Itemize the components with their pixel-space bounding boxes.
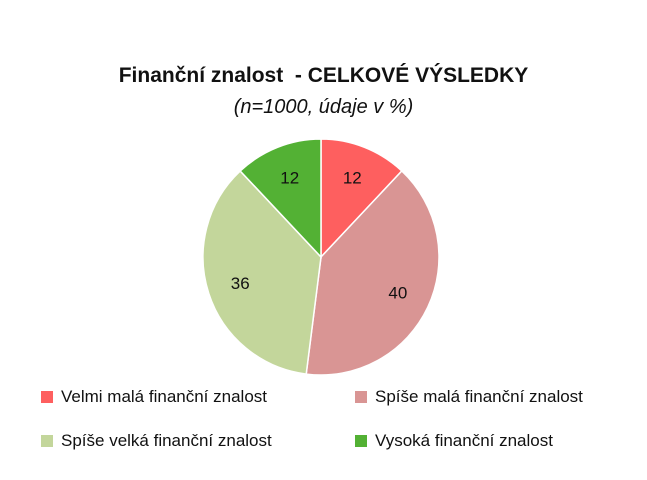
data-label-spise-velka: 36 xyxy=(231,274,250,293)
legend-label: Vysoká finanční znalost xyxy=(375,431,553,450)
legend-label: Velmi malá finanční znalost xyxy=(61,387,267,406)
legend-item-vysoka: Vysoká finanční znalost xyxy=(355,430,553,452)
data-label-vysoka: 12 xyxy=(280,169,299,188)
data-label-velmi-mala: 12 xyxy=(343,169,362,188)
legend-label: Spíše velká finanční znalost xyxy=(61,431,272,450)
chart-subtitle: (n=1000, údaje v %) xyxy=(233,96,414,118)
pie-slice-vysoka xyxy=(239,138,322,259)
legend-label: Spíše malá finanční znalost xyxy=(375,387,583,406)
data-label-spise-mala: 40 xyxy=(388,284,407,303)
legend-swatch xyxy=(41,391,53,403)
legend-item-spise-mala: Spíše malá finanční znalost xyxy=(355,386,583,408)
legend-item-velmi-mala: Velmi malá finanční znalost xyxy=(41,386,267,408)
pie-slice-spise-mala xyxy=(305,169,440,376)
legend-swatch xyxy=(355,435,367,447)
pie-slice-velmi-mala xyxy=(320,138,403,259)
legend-item-spise-velka: Spíše velká finanční znalost xyxy=(41,430,272,452)
chart-title: Finanční znalost - CELKOVÉ VÝSLEDKY xyxy=(118,64,529,87)
pie-slice-spise-velka xyxy=(202,169,322,375)
legend-swatch xyxy=(41,435,53,447)
legend-swatch xyxy=(355,391,367,403)
